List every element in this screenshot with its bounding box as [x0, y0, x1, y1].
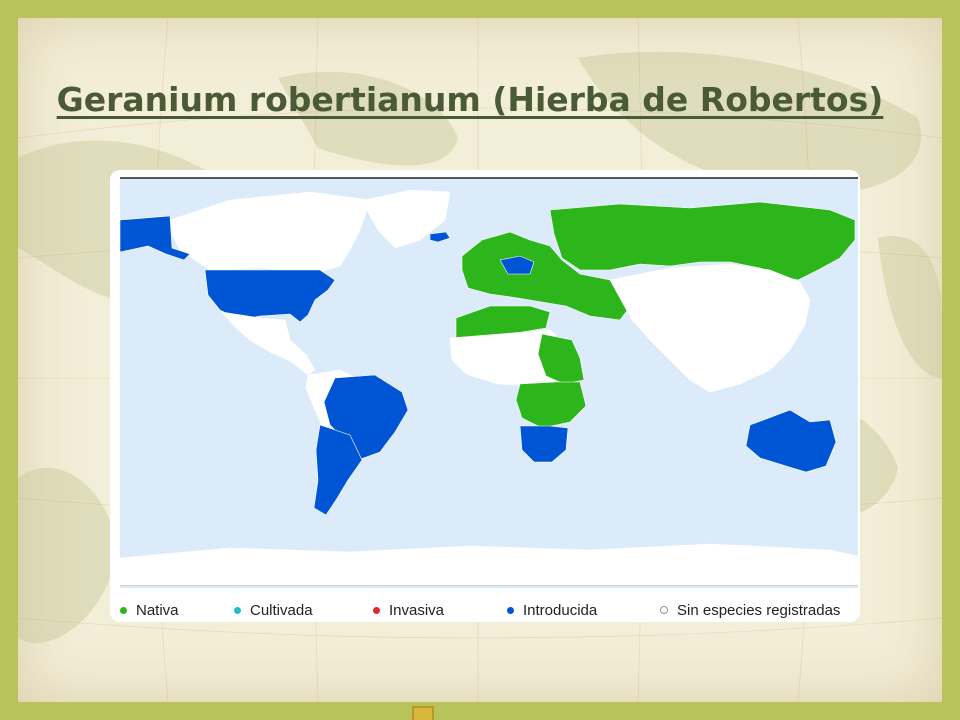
distribution-map-card: Nativa Cultivada Invasiva Introducida Si… — [110, 170, 860, 622]
region-asia — [609, 263, 811, 393]
region-antarctica — [119, 543, 859, 586]
legend-dot-icon — [660, 606, 668, 614]
legend-item-introducida: Introducida — [507, 602, 597, 619]
legend-item-cultivada: Cultivada — [234, 602, 313, 619]
region-central-africa — [515, 381, 587, 429]
legend-dot-icon — [373, 606, 380, 614]
distribution-map — [119, 177, 859, 588]
legend-label: Invasiva — [389, 601, 445, 619]
legend-item-nativa: Nativa — [120, 602, 179, 619]
region-poland — [499, 255, 535, 275]
legend-dot-icon — [234, 606, 241, 614]
region-mexico — [221, 311, 316, 376]
legend-label: Introducida — [523, 601, 598, 619]
legend-item-invasiva: Invasiva — [373, 602, 444, 619]
legend-item-sin-especies: Sin especies registradas — [660, 602, 840, 619]
legend-dot-icon — [507, 606, 514, 614]
legend-label: Cultivada — [250, 601, 313, 619]
legend-label: Nativa — [136, 601, 179, 619]
bottom-tab — [412, 706, 434, 720]
region-australia — [745, 409, 837, 473]
region-alaska — [119, 215, 191, 261]
legend-label: Sin especies registradas — [677, 601, 841, 619]
slide-title: Geranium robertianum (Hierba de Robertos… — [56, 80, 884, 119]
legend-dot-icon — [120, 606, 127, 614]
region-iceland — [429, 231, 451, 243]
region-southern-cone — [313, 424, 363, 516]
region-southern-africa — [519, 425, 569, 463]
region-greenland — [364, 189, 451, 249]
map-legend: Nativa Cultivada Invasiva Introducida Si… — [110, 598, 860, 622]
region-usa — [204, 269, 336, 323]
